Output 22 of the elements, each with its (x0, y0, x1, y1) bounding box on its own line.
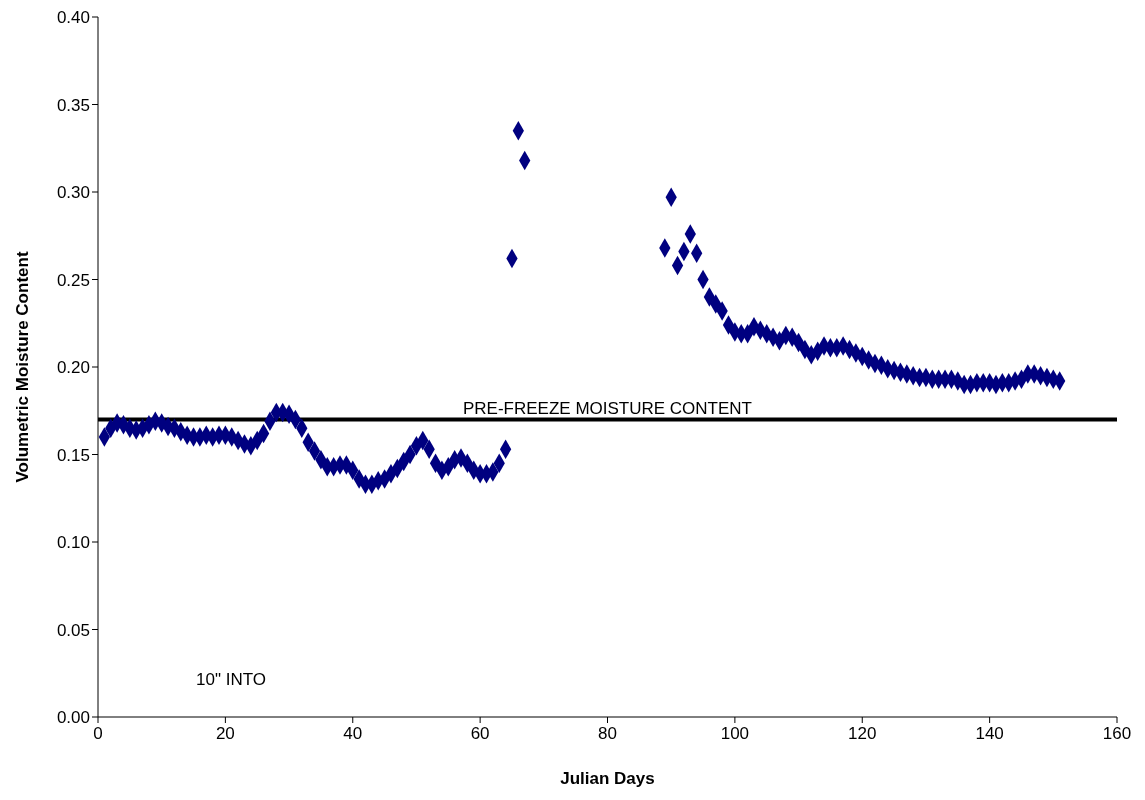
y-tick-label: 0.35 (56, 95, 90, 115)
x-tick-label: 100 (720, 724, 750, 743)
x-tick-label: 80 (598, 724, 617, 743)
x-tick-label: 20 (215, 724, 235, 743)
y-tick-label: 0.15 (56, 445, 90, 465)
annotation: 10" INTO (196, 670, 266, 690)
x-tick-label: 120 (848, 724, 877, 743)
x-tick-label: 60 (470, 724, 490, 743)
y-tick-label: 0.40 (56, 8, 90, 28)
y-tick-label: 0.25 (56, 270, 90, 290)
y-tick-label: 0.10 (56, 533, 90, 553)
y-axis-title: Volumetric Moisture Content (12, 251, 32, 483)
x-tick-label: 160 (1102, 724, 1132, 743)
x-tick-label: 140 (975, 724, 1004, 743)
x-tick-label: 0 (93, 724, 103, 743)
y-tick-label: 0.20 (56, 358, 90, 378)
ref-line-label: PRE-FREEZE MOISTURE CONTENT (462, 398, 753, 418)
x-tick-label: 40 (343, 724, 363, 743)
y-tick-label: 0.30 (56, 183, 90, 203)
x-axis-title: Julian Days (560, 769, 655, 788)
y-tick-label: 0.05 (56, 620, 90, 640)
y-tick-label: 0.00 (56, 708, 90, 728)
